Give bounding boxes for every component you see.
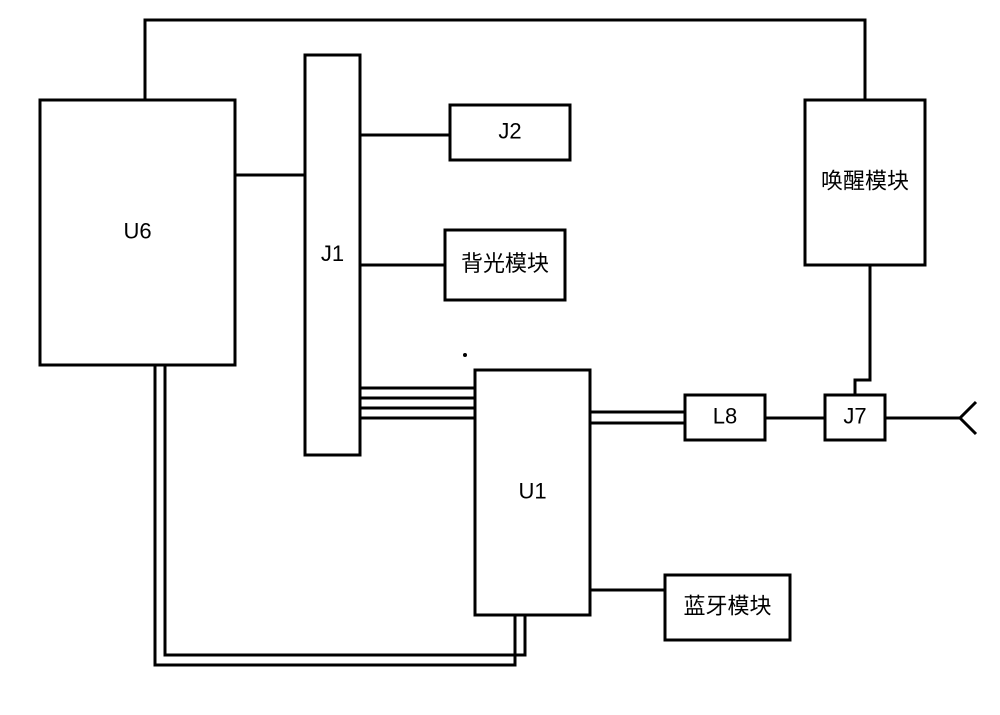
block-U1: U1 xyxy=(475,370,590,615)
block-label-U1: U1 xyxy=(518,478,546,503)
edge-wakeup-to-j7 xyxy=(855,265,870,395)
block-L8: L8 xyxy=(685,395,765,440)
block-Wakeup: 唤醒模块 xyxy=(805,100,925,265)
block-J1: J1 xyxy=(305,55,360,455)
block-J7: J7 xyxy=(825,395,885,440)
block-label-Backlight: 背光模块 xyxy=(461,251,549,276)
block-Backlight: 背光模块 xyxy=(445,230,565,300)
block-label-J7: J7 xyxy=(843,403,866,428)
input-arrow-icon xyxy=(960,402,976,434)
block-Bluetooth: 蓝牙模块 xyxy=(665,575,790,640)
block-label-J2: J2 xyxy=(498,118,521,143)
block-U6: U6 xyxy=(40,100,235,365)
block-label-U6: U6 xyxy=(123,218,151,243)
block-label-Bluetooth: 蓝牙模块 xyxy=(683,593,771,618)
block-label-L8: L8 xyxy=(713,403,737,428)
block-label-J1: J1 xyxy=(321,241,344,266)
block-J2: J2 xyxy=(450,105,570,160)
edge-u6-top-to-wakeup xyxy=(145,20,865,100)
block-diagram: U6 J1 J2 背光模块 U1 L8 J7 唤醒模块蓝牙模块 xyxy=(0,0,1000,715)
block-label-Wakeup: 唤醒模块 xyxy=(821,168,909,193)
dot xyxy=(463,353,467,357)
